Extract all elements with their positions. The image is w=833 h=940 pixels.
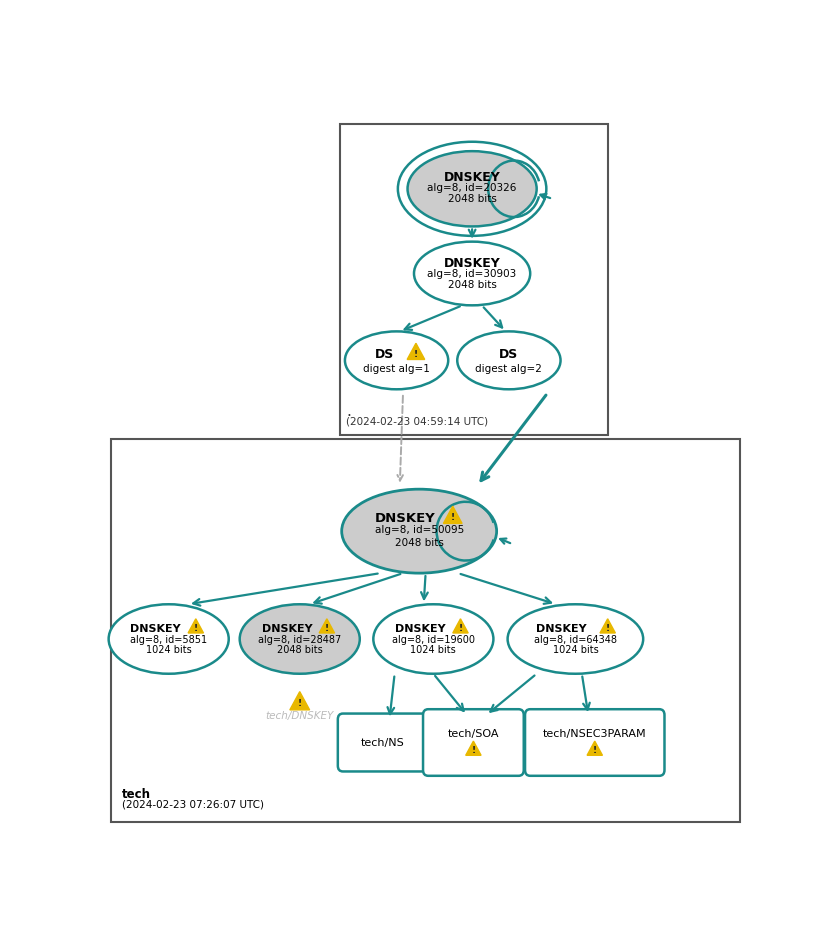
Text: (2024-02-23 07:26:07 UTC): (2024-02-23 07:26:07 UTC) (122, 800, 264, 809)
Text: !: ! (414, 350, 418, 358)
Text: .: . (347, 403, 351, 418)
FancyBboxPatch shape (340, 124, 608, 435)
Polygon shape (443, 507, 462, 524)
Text: tech/NSEC3PARAM: tech/NSEC3PARAM (543, 728, 646, 739)
Text: !: ! (458, 624, 462, 633)
Text: digest alg=2: digest alg=2 (476, 364, 542, 374)
Text: DNSKEY: DNSKEY (536, 624, 586, 634)
Text: alg=8, id=19600: alg=8, id=19600 (392, 634, 475, 645)
Polygon shape (319, 619, 335, 633)
Text: !: ! (593, 746, 596, 755)
Text: tech: tech (122, 788, 152, 801)
Ellipse shape (342, 489, 496, 573)
Text: DNSKEY: DNSKEY (131, 624, 181, 634)
Text: (2024-02-23 04:59:14 UTC): (2024-02-23 04:59:14 UTC) (347, 416, 488, 426)
Ellipse shape (407, 151, 536, 227)
Ellipse shape (345, 332, 448, 389)
FancyBboxPatch shape (525, 709, 665, 776)
Text: !: ! (194, 624, 198, 633)
Text: DS: DS (499, 348, 518, 361)
Text: 1024 bits: 1024 bits (552, 645, 598, 655)
Text: tech/NS: tech/NS (362, 738, 405, 747)
Ellipse shape (240, 604, 360, 674)
Polygon shape (587, 741, 602, 756)
Text: digest alg=1: digest alg=1 (363, 364, 430, 374)
Text: alg=8, id=20326: alg=8, id=20326 (427, 183, 516, 193)
Text: !: ! (451, 513, 455, 522)
Polygon shape (600, 619, 616, 633)
Text: DNSKEY: DNSKEY (444, 171, 501, 183)
Text: !: ! (297, 699, 302, 708)
Ellipse shape (457, 332, 561, 389)
Polygon shape (290, 692, 310, 710)
Text: alg=8, id=64348: alg=8, id=64348 (534, 634, 617, 645)
Text: alg=8, id=30903: alg=8, id=30903 (427, 269, 516, 279)
Text: alg=8, id=5851: alg=8, id=5851 (130, 634, 207, 645)
Text: alg=8, id=28487: alg=8, id=28487 (258, 634, 342, 645)
Text: DNSKEY: DNSKEY (444, 257, 501, 270)
Polygon shape (407, 343, 425, 359)
Polygon shape (188, 619, 203, 633)
Text: alg=8, id=50095: alg=8, id=50095 (375, 525, 464, 536)
Text: DNSKEY: DNSKEY (375, 511, 436, 525)
Text: 2048 bits: 2048 bits (447, 280, 496, 290)
FancyBboxPatch shape (423, 709, 524, 776)
Polygon shape (466, 741, 481, 756)
Text: tech/SOA: tech/SOA (447, 728, 499, 739)
Polygon shape (453, 619, 468, 633)
FancyBboxPatch shape (338, 713, 428, 772)
Text: 1024 bits: 1024 bits (411, 645, 456, 655)
Text: !: ! (606, 624, 610, 633)
Text: DNSKEY: DNSKEY (395, 624, 446, 634)
Ellipse shape (414, 242, 531, 306)
Text: DS: DS (376, 348, 395, 361)
Text: 2048 bits: 2048 bits (447, 194, 496, 204)
Text: 2048 bits: 2048 bits (395, 538, 444, 548)
Text: 2048 bits: 2048 bits (277, 645, 322, 655)
Ellipse shape (373, 604, 493, 674)
Text: 1024 bits: 1024 bits (146, 645, 192, 655)
Text: !: ! (325, 624, 329, 633)
Text: !: ! (471, 746, 476, 755)
Ellipse shape (507, 604, 643, 674)
Text: DNSKEY: DNSKEY (262, 624, 312, 634)
Text: tech/DNSKEY: tech/DNSKEY (266, 711, 334, 721)
FancyBboxPatch shape (111, 438, 740, 822)
Ellipse shape (108, 604, 229, 674)
